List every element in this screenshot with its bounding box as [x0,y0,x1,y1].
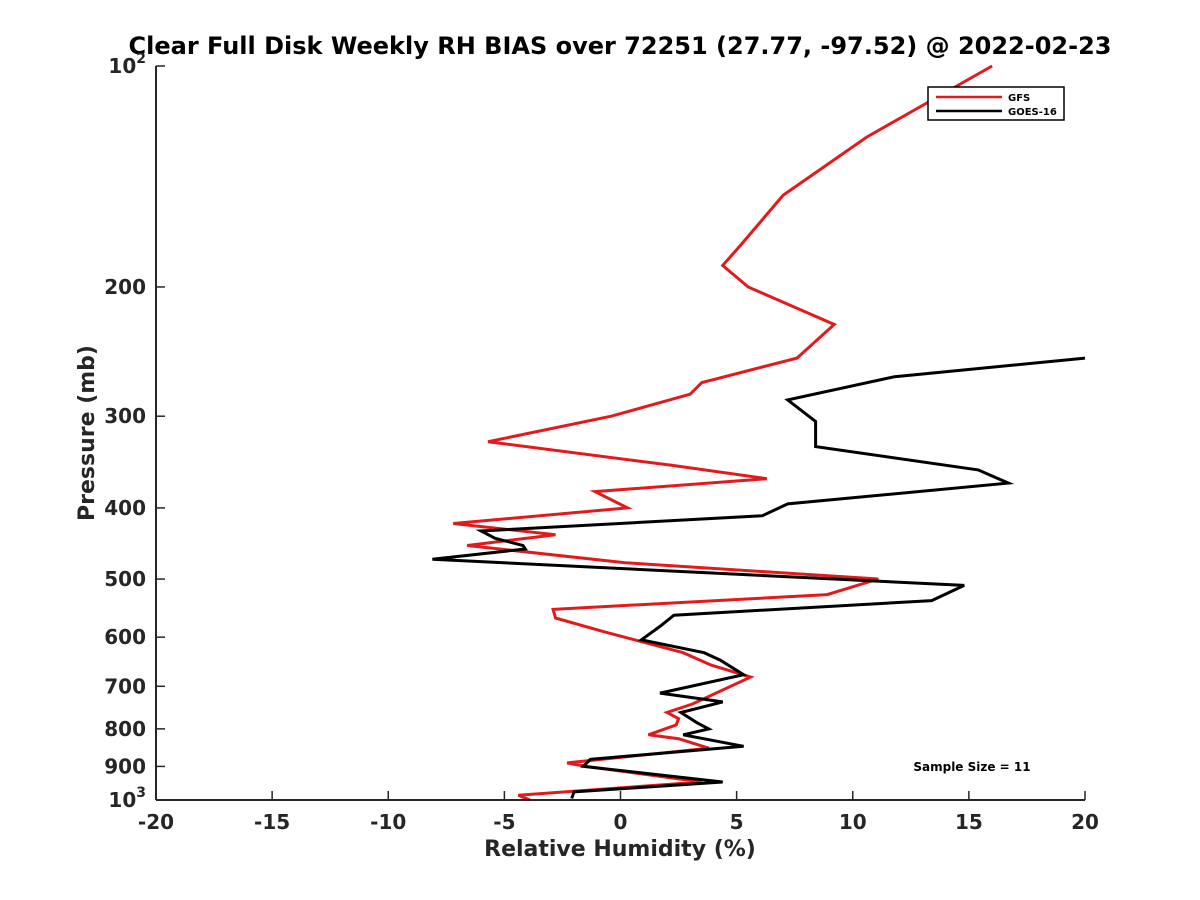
y-tick-base: 800 [104,717,146,741]
legend: GFS GOES-16 [927,86,1065,121]
y-tick-label: 200 [104,275,146,299]
legend-box [927,86,1065,121]
legend-label: GFS [1008,93,1030,104]
y-tick-exponent: 3 [136,785,146,801]
plot-area [156,66,1085,800]
sample-size-annotation: Sample Size = 11 [913,760,1030,774]
y-tick-base: 10 [108,788,136,812]
x-tick-label: 0 [614,810,628,834]
series-line-gfs [453,64,993,802]
y-tick-label: 700 [104,674,146,698]
y-tick-label: 300 [104,404,146,428]
y-tick-label: 102 [108,51,146,78]
y-axis-label: Pressure (mb) [75,345,100,521]
y-tick-base: 600 [104,625,146,649]
series-lines [432,64,1086,802]
x-tick-label: 5 [730,810,744,834]
x-tick-label: 20 [1071,810,1099,834]
x-tick-label: 15 [955,810,983,834]
y-tick-base: 300 [104,404,146,428]
x-tick-label: -10 [370,810,406,834]
x-tick-label: 10 [839,810,867,834]
y-tick-base: 900 [104,754,146,778]
y-tick-base: 400 [104,496,146,520]
y-tick-label: 400 [104,496,146,520]
y-tick-label: 900 [104,754,146,778]
x-tick-label: -20 [138,810,174,834]
y-tick-base: 700 [104,674,146,698]
x-axis-ticks: -20 -15 -10 -5 0 5 10 15 20 [138,791,1099,834]
y-tick-label: 800 [104,717,146,741]
x-tick-label: -15 [254,810,290,834]
chart-title: Clear Full Disk Weekly RH BIAS over 7225… [129,32,1112,60]
x-axis-label: Relative Humidity (%) [484,837,756,862]
y-tick-label: 103 [108,785,146,812]
series-line-goes-16 [432,356,1086,799]
y-tick-label: 600 [104,625,146,649]
legend-label: GOES-16 [1008,107,1057,118]
x-tick-label: -5 [493,810,515,834]
y-tick-base: 200 [104,275,146,299]
y-tick-base: 500 [104,567,146,591]
y-tick-exponent: 2 [136,51,146,67]
y-tick-base: 10 [108,54,136,78]
y-tick-label: 500 [104,567,146,591]
